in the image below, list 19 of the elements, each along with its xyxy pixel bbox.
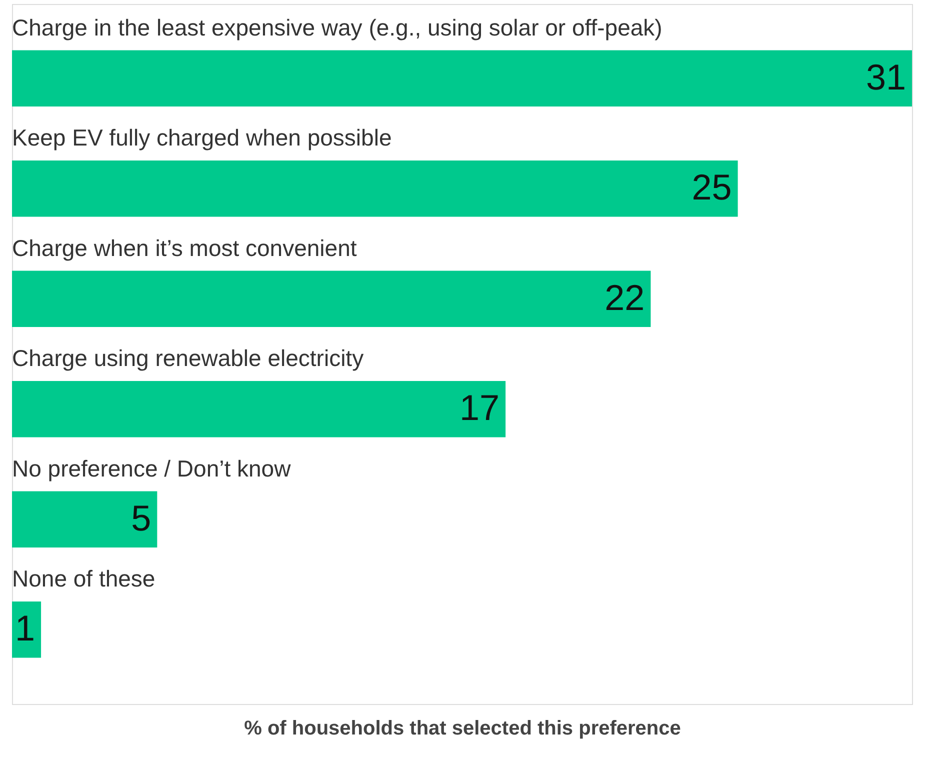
bar: [12, 601, 42, 658]
x-axis-title: % of households that selected this preference: [244, 718, 681, 740]
bar: [12, 381, 506, 438]
bar: [12, 270, 651, 327]
data-label: 31: [866, 56, 906, 98]
y-tick-label: Charge using renewable electricity: [12, 345, 364, 372]
data-label: 25: [692, 166, 732, 208]
y-tick-label: Charge when it’s most convenient: [12, 234, 358, 261]
y-tick-label: No preference / Don’t know: [12, 455, 292, 482]
data-label: 1: [15, 608, 36, 649]
bar: [12, 160, 738, 217]
y-tick-label: Keep EV fully charged when possible: [12, 124, 392, 151]
data-label: 5: [131, 497, 152, 538]
data-label: 17: [460, 387, 500, 428]
bar: [12, 50, 912, 107]
y-tick-label: Charge in the least expensive way (e.g., using solar or off-peak): [12, 14, 662, 40]
bar: [12, 491, 158, 548]
data-label: 22: [604, 276, 645, 318]
y-tick-label: None of these: [12, 566, 156, 592]
